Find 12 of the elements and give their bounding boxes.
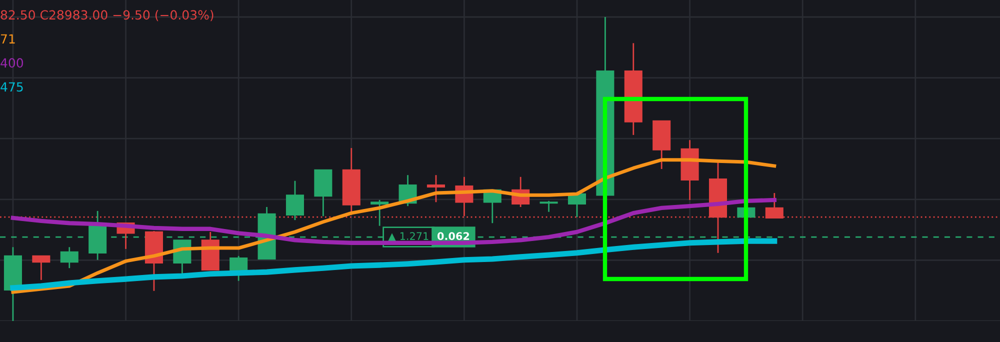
candlestick: [370, 199, 389, 227]
annotation: 400: [0, 58, 24, 68]
annotation: 475: [0, 82, 23, 92]
candlestick: [32, 255, 50, 281]
annotation: 0.062: [438, 232, 470, 240]
annotation: ▲ 1.271: [388, 232, 428, 242]
candlestick: [60, 246, 78, 269]
annotation: 82.50 C28983.00 −9.50 (−0.03%): [0, 10, 214, 22]
candlestick: [540, 200, 558, 213]
annotation: 71: [1, 34, 15, 44]
candlestick: [286, 180, 304, 221]
candlestick: [426, 174, 445, 203]
